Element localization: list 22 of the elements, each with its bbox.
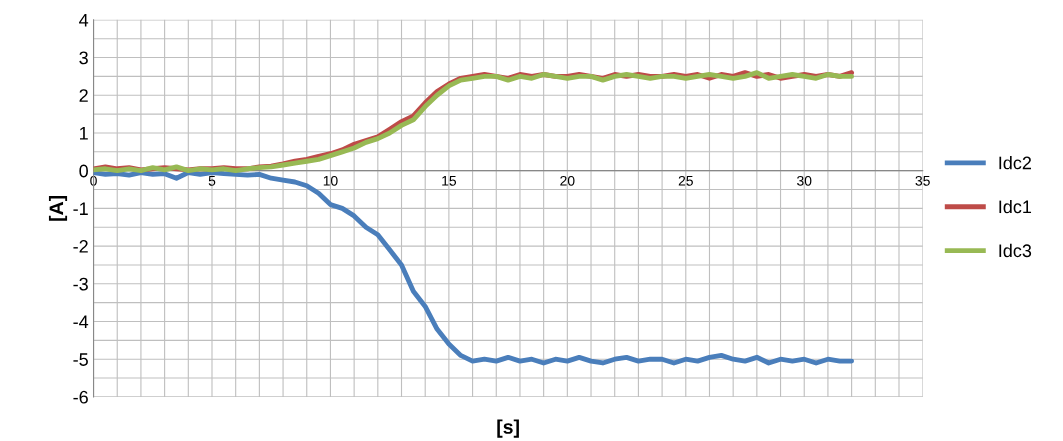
y-tick-label: -3 [73, 277, 88, 291]
x-axis-title: [s] [497, 419, 519, 438]
y-tick-label: 2 [79, 89, 88, 102]
x-tick-label: 35 [915, 175, 930, 186]
x-tick-label: 15 [442, 176, 457, 186]
y-tick-label: -6 [73, 390, 88, 404]
x-tick-label: 20 [560, 175, 575, 186]
x-tick-label: 25 [678, 175, 693, 186]
x-tick-label: 10 [323, 175, 338, 186]
legend-label: Idc3 [999, 243, 1032, 258]
x-tick-label: 5 [208, 176, 216, 186]
legend-label: Idc1 [999, 199, 1032, 214]
y-tick-label: 1 [80, 127, 88, 140]
y-tick-label: 4 [79, 13, 89, 27]
y-tick-label: -5 [73, 353, 88, 366]
y-axis-title: [A] [48, 195, 68, 221]
y-tick-label: 3 [79, 51, 88, 65]
y-tick-label: -4 [73, 315, 89, 329]
y-tick-label: -1 [73, 202, 88, 215]
legend-label: Idc2 [999, 156, 1031, 170]
x-tick-label: 30 [797, 175, 812, 186]
y-tick-label: -2 [73, 240, 88, 253]
